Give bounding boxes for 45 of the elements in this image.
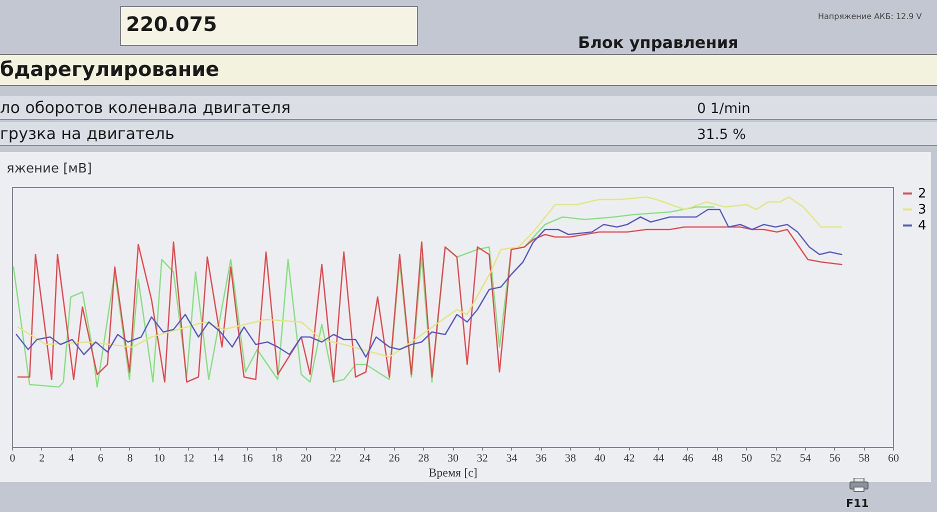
x-tick-label: 30 (448, 452, 459, 464)
x-tick-label: 60 (888, 452, 900, 464)
x-tick-label: 56 (829, 452, 841, 464)
x-tick-label: 0 (10, 452, 16, 464)
x-axis-title: Время [с] (428, 466, 478, 480)
x-tick-label: 38 (564, 452, 576, 464)
x-tick-label: 12 (183, 452, 194, 464)
chart-title: бдарегулирование (0, 57, 220, 81)
x-tick-label: 24 (359, 452, 371, 464)
x-tick-label: 6 (98, 452, 104, 464)
x-tick-label: 14 (212, 452, 224, 464)
x-tick-label: 8 (127, 452, 134, 464)
x-tick-label: 50 (741, 452, 753, 464)
x-tick-label: 32 (476, 452, 488, 464)
text: ло оборотов коленвала двигателя (0, 98, 291, 118)
x-tick-label: 44 (653, 452, 665, 464)
text: 31.5 % (697, 126, 746, 144)
text: 220.075 (126, 12, 218, 36)
legend-label: 4 (918, 218, 926, 234)
x-tick-label: 10 (154, 452, 166, 464)
x-tick-label: 34 (506, 452, 518, 464)
x-tick-label: 22 (330, 452, 342, 464)
x-tick-label: 40 (594, 452, 606, 464)
x-tick-label: 16 (242, 452, 254, 464)
text: Блок управления (578, 33, 738, 53)
x-tick-label: 2 (39, 452, 45, 464)
x-tick-label: 36 (536, 452, 548, 464)
x-tick-label: 58 (858, 452, 870, 464)
x-tick-label: 18 (271, 452, 283, 464)
legend-label: 2 (918, 186, 926, 202)
text: грузка на двигатель (0, 124, 174, 144)
x-tick-label: 28 (418, 452, 430, 464)
x-tick-label: 42 (624, 452, 635, 464)
text: 0 1/min (697, 100, 750, 118)
x-tick-label: 46 (682, 452, 694, 464)
x-tick-label: 4 (68, 452, 74, 464)
legend-label: 3 (918, 202, 926, 218)
x-tick-label: 48 (712, 452, 724, 464)
x-tick-label: 54 (800, 452, 812, 464)
text: Напряжение АКБ: 12.9 V (818, 12, 922, 22)
x-tick-label: 26 (388, 452, 400, 464)
x-tick-label: 52 (770, 452, 782, 464)
x-tick-label: 20 (300, 452, 312, 464)
text: F11 (846, 497, 869, 510)
y-axis-title: яжение [мВ] (6, 162, 92, 176)
